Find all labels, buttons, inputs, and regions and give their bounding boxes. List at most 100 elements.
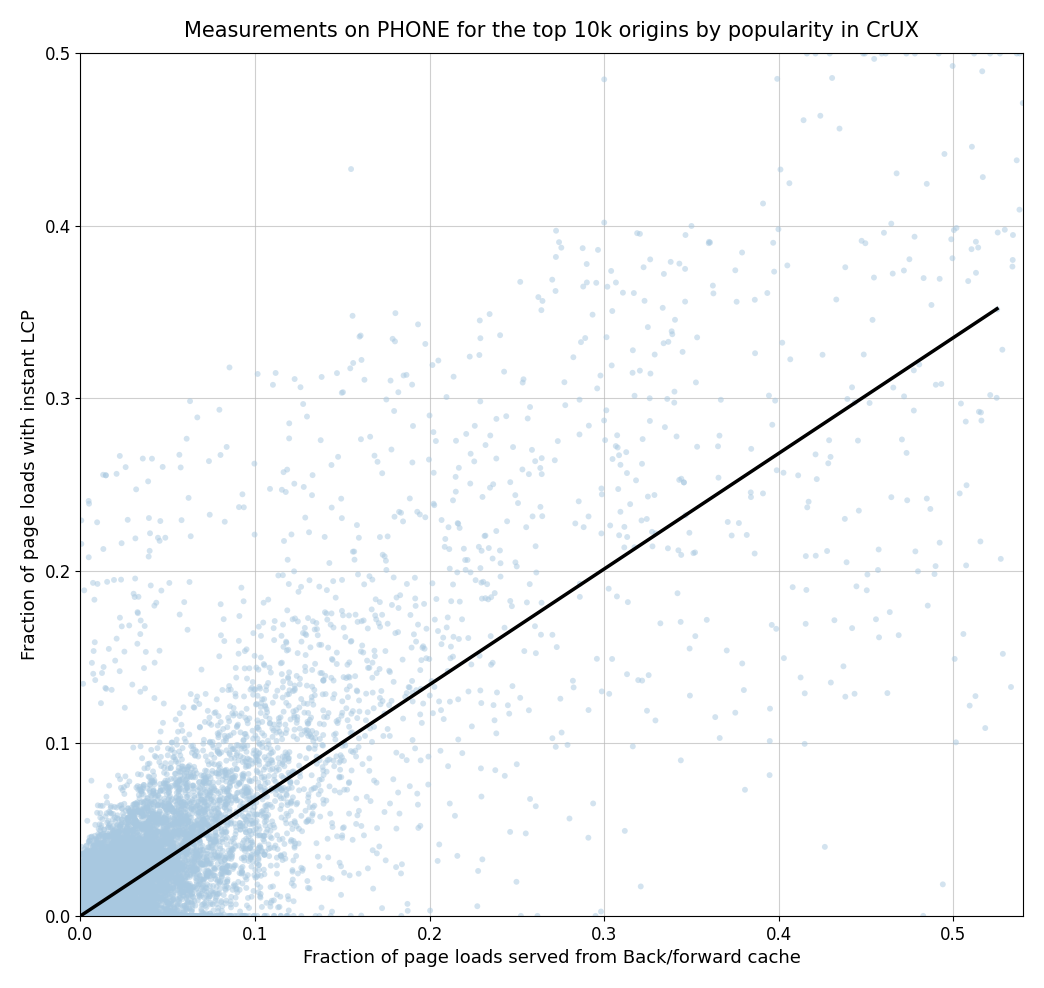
Point bbox=[93, 895, 110, 911]
Point bbox=[88, 908, 104, 924]
Point bbox=[124, 889, 141, 905]
Point bbox=[137, 843, 153, 859]
Point bbox=[93, 908, 110, 924]
Point bbox=[134, 819, 150, 835]
Point bbox=[352, 328, 369, 344]
Point bbox=[94, 908, 111, 924]
Point bbox=[88, 908, 104, 924]
Point bbox=[117, 908, 134, 924]
Point bbox=[253, 705, 269, 721]
Point bbox=[847, 394, 863, 410]
Point bbox=[598, 329, 615, 345]
Point bbox=[149, 908, 166, 924]
Point bbox=[94, 879, 111, 895]
Point bbox=[73, 900, 90, 916]
Point bbox=[119, 890, 136, 906]
Point bbox=[166, 872, 183, 888]
Point bbox=[85, 907, 101, 923]
Point bbox=[88, 879, 104, 895]
Point bbox=[97, 876, 114, 892]
Point bbox=[206, 705, 222, 721]
Point bbox=[176, 846, 193, 862]
Point bbox=[141, 840, 158, 856]
Point bbox=[334, 572, 351, 588]
Point bbox=[209, 908, 226, 924]
Point bbox=[88, 892, 104, 908]
Point bbox=[253, 780, 269, 795]
Point bbox=[435, 629, 452, 645]
Point bbox=[91, 908, 108, 924]
Point bbox=[111, 860, 127, 875]
Point bbox=[96, 871, 113, 887]
Point bbox=[101, 855, 118, 870]
Point bbox=[81, 883, 98, 899]
Point bbox=[126, 874, 143, 890]
Point bbox=[136, 908, 152, 924]
Point bbox=[88, 879, 104, 895]
Point bbox=[85, 908, 101, 924]
Point bbox=[85, 896, 101, 912]
Point bbox=[79, 908, 96, 924]
Point bbox=[171, 839, 188, 855]
Point bbox=[136, 908, 152, 924]
Point bbox=[75, 889, 92, 905]
Point bbox=[123, 839, 140, 855]
Point bbox=[117, 847, 134, 863]
Point bbox=[424, 575, 441, 591]
Point bbox=[619, 465, 636, 481]
Point bbox=[826, 613, 843, 628]
Point bbox=[251, 818, 267, 834]
Point bbox=[195, 801, 212, 817]
Point bbox=[119, 841, 136, 857]
Point bbox=[168, 878, 185, 894]
Point bbox=[596, 413, 613, 429]
Point bbox=[88, 901, 104, 917]
Point bbox=[75, 908, 92, 924]
Point bbox=[151, 813, 168, 829]
Point bbox=[85, 575, 101, 591]
Point bbox=[165, 886, 182, 902]
Point bbox=[82, 859, 99, 874]
Point bbox=[169, 897, 186, 913]
Point bbox=[246, 862, 263, 877]
Point bbox=[135, 902, 151, 918]
Point bbox=[232, 865, 248, 881]
Point bbox=[128, 870, 145, 886]
Point bbox=[76, 884, 93, 900]
Point bbox=[78, 879, 95, 895]
Point bbox=[127, 852, 144, 867]
Point bbox=[80, 908, 97, 924]
Point bbox=[363, 602, 380, 618]
Point bbox=[278, 786, 294, 802]
Point bbox=[162, 864, 179, 880]
Point bbox=[98, 899, 115, 915]
Point bbox=[92, 847, 109, 863]
Point bbox=[129, 908, 146, 924]
Point bbox=[126, 908, 143, 924]
Point bbox=[106, 853, 123, 868]
Point bbox=[92, 908, 109, 924]
Point bbox=[328, 748, 345, 764]
Point bbox=[98, 881, 115, 897]
Point bbox=[150, 842, 167, 858]
Point bbox=[171, 888, 188, 904]
Point bbox=[157, 861, 173, 876]
Point bbox=[76, 908, 93, 924]
Point bbox=[79, 849, 96, 864]
Point bbox=[129, 908, 146, 924]
Point bbox=[100, 864, 117, 879]
Point bbox=[123, 868, 140, 884]
Point bbox=[127, 856, 144, 871]
Point bbox=[77, 887, 94, 903]
Point bbox=[85, 908, 101, 924]
Point bbox=[129, 866, 146, 882]
Point bbox=[101, 871, 118, 887]
Point bbox=[72, 900, 89, 916]
Point bbox=[108, 908, 124, 924]
Point bbox=[93, 870, 110, 886]
Point bbox=[208, 829, 224, 845]
Point bbox=[127, 834, 144, 850]
Point bbox=[106, 903, 123, 919]
Point bbox=[77, 878, 94, 894]
Point bbox=[169, 829, 186, 845]
